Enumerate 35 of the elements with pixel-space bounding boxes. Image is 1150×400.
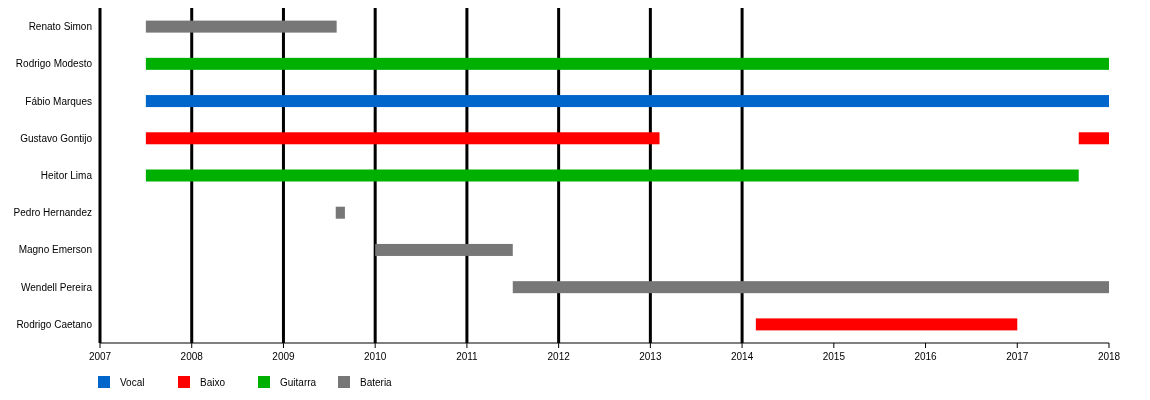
bar	[145, 95, 1109, 108]
x-tick-label: 2008	[180, 351, 204, 362]
y-tick-label: Gustavo Gontijo	[20, 132, 93, 144]
bar	[375, 243, 513, 256]
bar	[335, 206, 345, 219]
bar	[1078, 132, 1109, 145]
bar	[145, 57, 1109, 70]
x-tick-label: 2018	[1097, 351, 1121, 362]
x-tick-label: 2011	[456, 351, 479, 362]
legend-label: Vocal	[120, 376, 145, 388]
y-tick-label: Wendell Pereira	[21, 281, 93, 293]
x-tick-label: 2017	[1006, 351, 1029, 362]
legend-label: Guitarra	[280, 376, 317, 388]
y-tick-label: Renato Simon	[28, 21, 92, 33]
x-tick-label: 2015	[822, 351, 846, 362]
x-tick-label: 2016	[914, 351, 938, 362]
legend-label: Bateria	[360, 376, 393, 388]
y-tick-label: Fábio Marques	[25, 95, 92, 107]
x-tick-label: 2009	[272, 351, 296, 362]
x-tick-label: 2010	[364, 351, 387, 362]
y-tick-label: Rodrigo Modesto	[15, 58, 93, 70]
y-tick-label: Magno Emerson	[18, 244, 92, 256]
x-tick-label: 2014	[730, 351, 754, 362]
x-tick-label: 2007	[88, 351, 112, 362]
x-tick-label: 2013	[639, 351, 662, 362]
y-tick-label: Rodrigo Caetano	[16, 318, 93, 330]
y-tick-label: Pedro Hernandez	[13, 207, 92, 219]
x-tick-label: 2012	[547, 351, 571, 362]
bar	[145, 169, 1079, 182]
bar	[755, 318, 1018, 331]
y-tick-label: Heitor Lima	[40, 170, 93, 181]
bar	[145, 132, 660, 145]
bar	[145, 20, 337, 33]
bar	[512, 281, 1109, 294]
legend-label: Baixo	[200, 376, 226, 388]
